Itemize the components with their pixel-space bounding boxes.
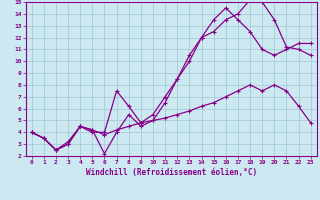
X-axis label: Windchill (Refroidissement éolien,°C): Windchill (Refroidissement éolien,°C) [86,168,257,177]
